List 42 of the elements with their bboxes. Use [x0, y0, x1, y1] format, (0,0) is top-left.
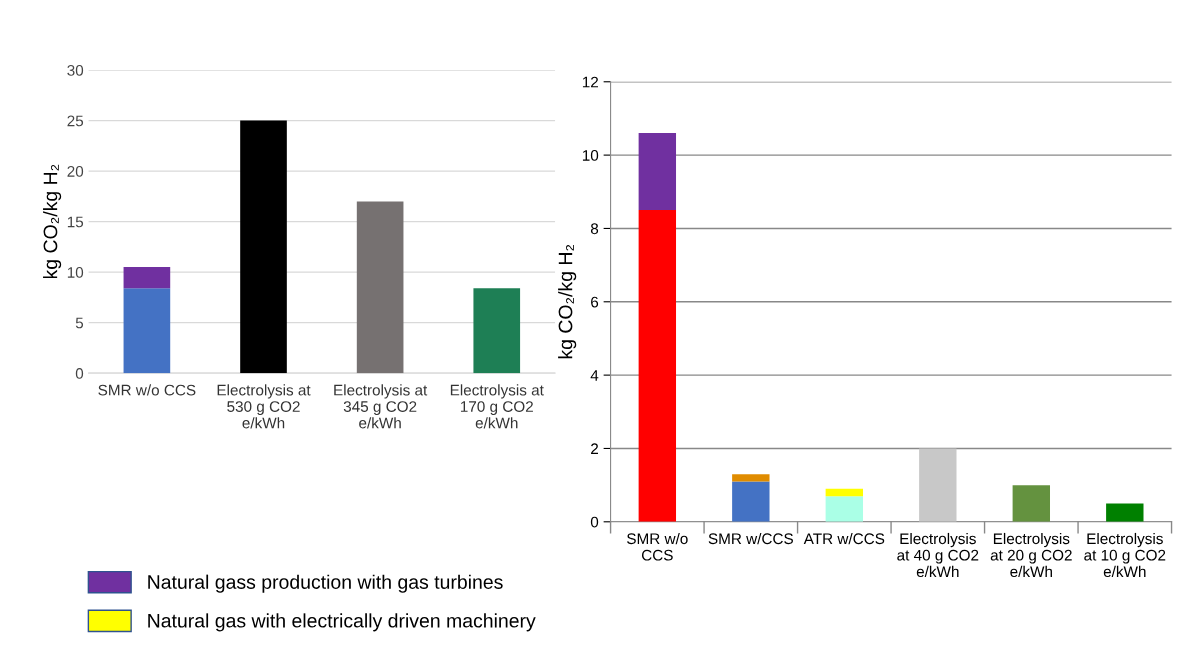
- legend-label: Natural gass production with gas turbines: [148, 574, 503, 593]
- bar: [825, 496, 864, 522]
- x-tick-label: SMR w/o CCS: [98, 384, 196, 396]
- y-tick-label: 0: [75, 368, 84, 379]
- y-tick-label: 4: [590, 370, 599, 381]
- y-tick-label: 12: [582, 76, 599, 88]
- bar: [123, 288, 171, 374]
- y-tick-label: 25: [67, 115, 84, 127]
- x-tick-label: Electrolysis at 170 g CO2 e/kWh: [450, 384, 544, 429]
- legend-label: Natural gas with electrically driven machinery: [148, 613, 536, 632]
- bar: [638, 210, 677, 522]
- bar: [1012, 485, 1051, 522]
- bar: [473, 288, 521, 374]
- bar: [732, 481, 770, 522]
- y-tick-label: 10: [582, 149, 599, 161]
- x-tick-label: Electrolysis at 40 g CO2 e/kWh: [897, 532, 979, 578]
- y-tick-label: 20: [67, 165, 84, 177]
- bar: [240, 120, 287, 374]
- y-tick-label: 5: [75, 317, 84, 329]
- y-tick-label: 0: [590, 516, 599, 528]
- x-tick-label: Electrolysis at 345 g CO2 e/kWh: [334, 384, 428, 429]
- bar: [123, 267, 171, 289]
- y-tick-label: 6: [591, 296, 599, 308]
- bar: [1106, 503, 1144, 522]
- bar: [356, 201, 404, 374]
- y-tick-label: 15: [67, 216, 84, 228]
- bar: [638, 133, 677, 211]
- x-tick-label: Electrolysis at 530 g CO2 e/kWh: [217, 384, 311, 429]
- x-tick-label: Electrolysis at 10 g CO2 e/kWh: [1084, 532, 1166, 578]
- x-tick-label: ATR w/CCS: [803, 532, 885, 545]
- y-tick-label: 8: [590, 223, 599, 235]
- y-axis-title: kg CO₂/kg H₂: [43, 164, 62, 279]
- y-tick-label: 30: [67, 64, 84, 76]
- bar: [825, 488, 864, 497]
- y-tick-label: 10: [67, 267, 84, 278]
- x-tick-label: SMR w/o CCS: [627, 532, 688, 561]
- x-tick-label: Electrolysis at 20 g CO2 e/kWh: [990, 532, 1072, 578]
- y-tick-label: 2: [591, 443, 599, 454]
- x-tick-label: SMR w/CCS: [708, 532, 793, 545]
- y-axis-title: kg CO₂/kg H₂: [558, 244, 577, 359]
- bar: [919, 448, 957, 522]
- bar: [732, 474, 770, 482]
